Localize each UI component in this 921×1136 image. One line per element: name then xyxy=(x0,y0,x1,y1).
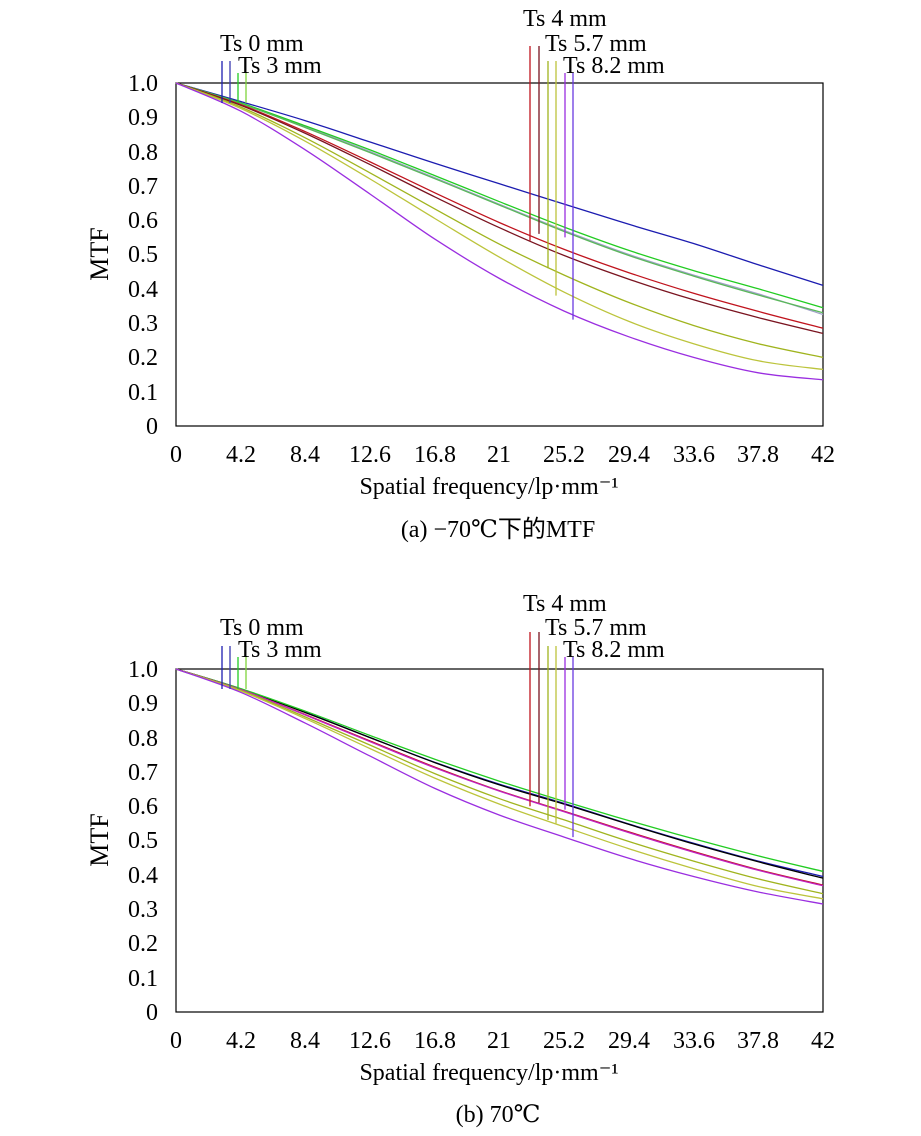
mtf-curve xyxy=(175,82,824,371)
mtf-curve xyxy=(175,82,824,381)
figure-caption-b: (b) 70℃ xyxy=(456,1102,541,1128)
field-marker-layer xyxy=(221,632,574,838)
mtf-curve xyxy=(175,82,824,335)
y-tick-label: 0.7 xyxy=(128,760,158,786)
x-tick-label: 0 xyxy=(170,1028,182,1054)
y-tick-label: 0.6 xyxy=(128,208,158,234)
figure-caption-a: (a) −70℃下的MTF xyxy=(401,516,595,543)
y-tick-label: 0.1 xyxy=(128,966,158,992)
mtf-curve xyxy=(175,82,824,314)
y-tick-label: 0.5 xyxy=(128,828,158,854)
y-tick-label: 0.5 xyxy=(128,242,158,268)
x-tick-label: 12.6 xyxy=(349,442,391,468)
y-tick-label: 1.0 xyxy=(128,657,158,683)
field-label-ts-8-2mm: Ts 8.2 mm xyxy=(563,637,665,663)
x-tick-label: 25.2 xyxy=(543,1028,585,1054)
x-tick-label: 29.4 xyxy=(608,442,650,468)
y-axis-label: MTF xyxy=(85,227,114,280)
y-tick-label: 0.3 xyxy=(128,897,158,923)
mtf-curve xyxy=(175,82,824,329)
y-axis-label: MTF xyxy=(85,813,114,866)
y-tick-label: 0.8 xyxy=(128,140,158,166)
mtf-curve xyxy=(175,668,824,879)
y-tick-label: 0.4 xyxy=(128,863,158,889)
x-tick-label: 0 xyxy=(170,442,182,468)
y-tick-label: 0.4 xyxy=(128,277,158,303)
x-tick-label: 37.8 xyxy=(737,442,779,468)
y-tick-label: 0.9 xyxy=(128,691,158,717)
x-tick-label: 16.8 xyxy=(414,1028,456,1054)
x-tick-label: 12.6 xyxy=(349,1028,391,1054)
chart-panel-a: 0 0.1 0.2 0.3 0.4 0.5 0.6 0.7 0.8 0.9 1.… xyxy=(85,6,835,543)
y-tick-label: 1.0 xyxy=(128,71,158,97)
x-tick-label: 21 xyxy=(487,442,511,468)
y-tick-label: 0.2 xyxy=(128,345,158,371)
y-tick-label: 0 xyxy=(146,414,158,440)
mtf-curve xyxy=(175,82,824,359)
x-axis-label: Spatial frequency/lp·mm⁻¹ xyxy=(359,474,618,500)
x-tick-label: 8.4 xyxy=(290,442,320,468)
x-tick-label: 21 xyxy=(487,1028,511,1054)
field-label-ts-3mm: Ts 3 mm xyxy=(238,637,322,663)
field-label-ts-4mm: Ts 4 mm xyxy=(523,6,607,32)
x-tick-label: 37.8 xyxy=(737,1028,779,1054)
field-label-ts-3mm: Ts 3 mm xyxy=(238,53,322,79)
y-tick-label: 0 xyxy=(146,1000,158,1026)
plot-frame xyxy=(175,668,824,1013)
x-tick-label: 16.8 xyxy=(414,442,456,468)
plot-frame xyxy=(175,82,824,427)
series-layer xyxy=(175,82,824,381)
field-marker-layer xyxy=(221,46,574,320)
chart-panel-b: 0 0.1 0.2 0.3 0.4 0.5 0.6 0.7 0.8 0.9 1.… xyxy=(85,591,835,1128)
y-tick-label: 0.6 xyxy=(128,794,158,820)
x-tick-label: 29.4 xyxy=(608,1028,650,1054)
x-tick-label: 42 xyxy=(811,442,835,468)
mtf-curve xyxy=(175,668,824,895)
mtf-curve xyxy=(175,668,824,900)
field-label-ts-8-2mm: Ts 8.2 mm xyxy=(563,53,665,79)
x-tick-label: 25.2 xyxy=(543,442,585,468)
y-tick-label: 0.7 xyxy=(128,174,158,200)
field-label-ts-0mm: Ts 0 mm xyxy=(220,615,304,641)
field-label-ts-0mm: Ts 0 mm xyxy=(220,31,304,57)
y-tick-label: 0.1 xyxy=(128,380,158,406)
field-label-ts-5-7mm: Ts 5.7 mm xyxy=(545,31,647,57)
x-axis-label: Spatial frequency/lp·mm⁻¹ xyxy=(359,1060,618,1086)
series-layer xyxy=(175,668,824,905)
mtf-curve xyxy=(175,668,824,905)
y-tick-label: 0.2 xyxy=(128,931,158,957)
x-tick-label: 4.2 xyxy=(226,1028,256,1054)
mtf-curve xyxy=(175,668,824,873)
x-tick-label: 4.2 xyxy=(226,442,256,468)
x-tick-label: 33.6 xyxy=(673,1028,715,1054)
field-label-ts-5-7mm: Ts 5.7 mm xyxy=(545,615,647,641)
mtf-curve xyxy=(175,82,824,309)
field-label-ts-4mm: Ts 4 mm xyxy=(523,591,607,617)
y-tick-label: 0.3 xyxy=(128,311,158,337)
x-tick-label: 33.6 xyxy=(673,442,715,468)
y-tick-label: 0.9 xyxy=(128,105,158,131)
x-tick-label: 42 xyxy=(811,1028,835,1054)
x-tick-label: 8.4 xyxy=(290,1028,320,1054)
mtf-curve xyxy=(175,82,824,287)
mtf-curve xyxy=(175,668,824,887)
y-tick-label: 0.8 xyxy=(128,726,158,752)
